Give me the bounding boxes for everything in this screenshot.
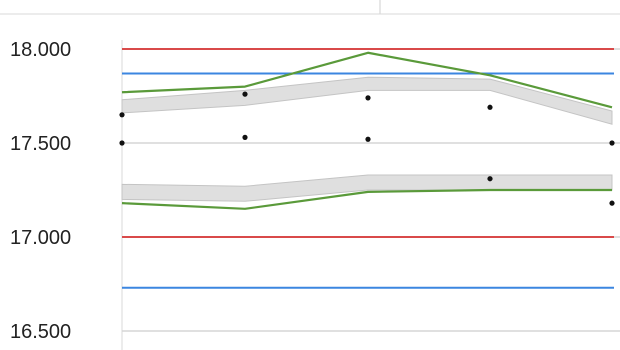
band-0 [121,76,613,125]
data-point-4 [365,95,371,101]
y-tick-label-0: 18.000 [10,39,71,61]
data-point-8 [609,140,615,146]
data-point-3 [242,134,248,140]
data-point-7 [487,176,493,182]
series-line-1 [121,188,612,210]
data-point-2 [242,91,248,97]
data-point-5 [365,136,371,142]
series-lines [121,51,613,210]
y-tick-label-3: 16.500 [10,321,71,343]
data-point-0 [119,112,125,118]
data-point-6 [487,104,493,110]
y-tick-label-1: 17.500 [10,133,71,155]
band-1 [121,174,613,202]
reference-lines [122,48,614,289]
y-tick-labels: 18.000 17.500 17.000 16.500 [10,39,71,343]
data-point-1 [119,140,125,146]
data-points [119,91,615,206]
series-line-0 [121,51,613,109]
y-tick-label-2: 17.000 [10,227,71,249]
data-point-9 [609,200,615,206]
